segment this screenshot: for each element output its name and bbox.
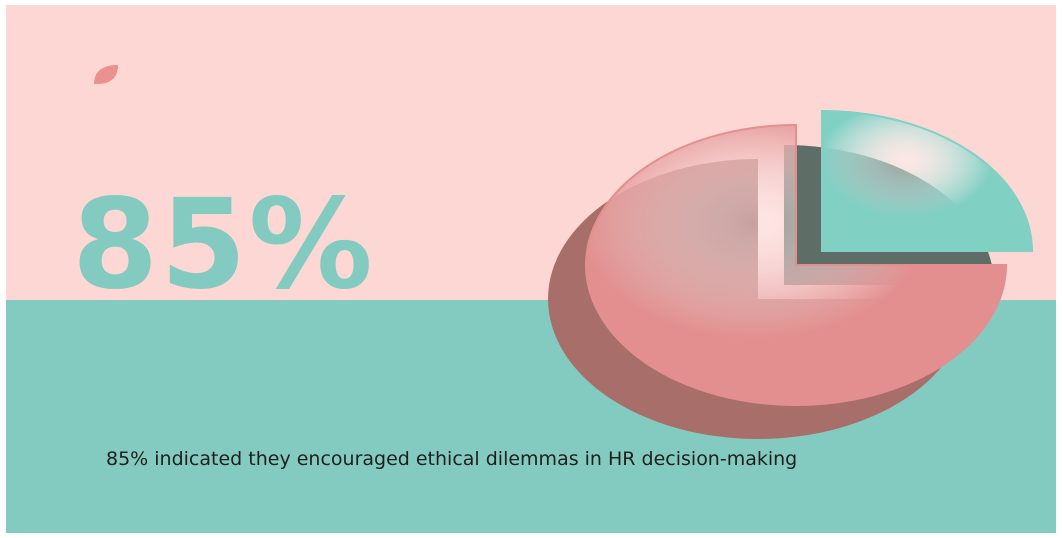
headline-percent: 85% <box>72 173 375 317</box>
pie-slice-1 <box>821 109 1034 252</box>
pie-chart <box>548 109 1034 439</box>
caption-text: 85% indicated they encouraged ethical di… <box>106 448 798 470</box>
pie-slice-0 <box>585 123 1008 406</box>
slide: 85% 85% indicated they encouraged ethica… <box>6 5 1056 533</box>
leaf-icon <box>94 65 118 85</box>
